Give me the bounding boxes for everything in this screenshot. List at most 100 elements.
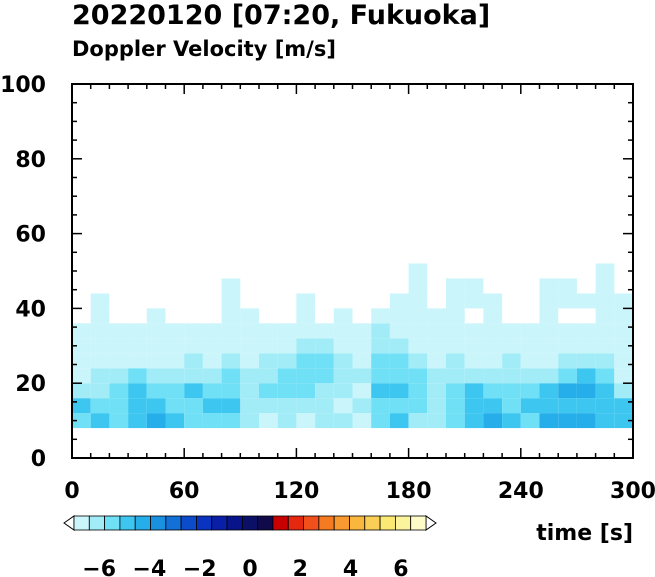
heatmap-cell — [371, 413, 390, 429]
heatmap-cells — [72, 263, 633, 429]
heatmap-cell — [221, 368, 241, 384]
heatmap-cell — [277, 398, 297, 414]
heatmap-cell — [221, 308, 241, 324]
heatmap-cell — [109, 368, 129, 384]
heatmap-cell — [576, 323, 596, 339]
heatmap-cell — [502, 413, 521, 429]
heatmap-cell — [539, 353, 559, 369]
colorbar-swatch — [364, 515, 381, 531]
y-tick-label: 60 — [15, 223, 46, 248]
heatmap-cell — [595, 263, 615, 279]
heatmap-cell — [109, 323, 129, 339]
colorbar-tick-label: −6 — [82, 557, 116, 577]
heatmap-cell — [520, 413, 540, 429]
heatmap-cell — [614, 293, 633, 309]
heatmap-cell — [539, 368, 559, 384]
heatmap-cell — [184, 353, 203, 369]
heatmap-cell — [296, 323, 316, 339]
heatmap-cell — [221, 323, 241, 339]
heatmap-cell — [109, 338, 129, 354]
heatmap-cell — [240, 398, 259, 414]
heatmap-cell — [202, 413, 222, 429]
colorbar-swatch — [165, 515, 182, 531]
colorbar-swatch — [318, 515, 335, 531]
colorbar-swatch — [226, 515, 243, 531]
heatmap-cell — [240, 368, 259, 384]
heatmap-cell — [72, 398, 91, 414]
heatmap-cell — [614, 398, 633, 414]
heatmap-cell — [315, 353, 334, 369]
heatmap-cell — [464, 323, 484, 339]
heatmap-cell — [240, 338, 259, 354]
heatmap-cell — [464, 293, 484, 309]
heatmap-cell — [371, 353, 390, 369]
heatmap-cell — [296, 338, 316, 354]
heatmap-cell — [277, 338, 297, 354]
heatmap-cell — [352, 368, 372, 384]
heatmap-cell — [539, 383, 559, 399]
heatmap-cell — [595, 293, 615, 309]
heatmap-cell — [146, 323, 166, 339]
heatmap-cell — [427, 323, 446, 339]
colorbar-tick-label: 4 — [343, 557, 358, 577]
heatmap-cell — [90, 368, 110, 384]
heatmap-cell — [184, 338, 203, 354]
heatmap-cell — [464, 338, 484, 354]
heatmap-cell — [502, 398, 521, 414]
heatmap-cell — [520, 368, 540, 384]
heatmap-cell — [72, 413, 91, 429]
heatmap-cell — [315, 383, 334, 399]
x-tick-label: 180 — [386, 479, 432, 504]
heatmap-cell — [146, 338, 166, 354]
heatmap-cell — [595, 323, 615, 339]
y-tick-label: 100 — [0, 73, 46, 98]
heatmap-cell — [427, 353, 446, 369]
heatmap-cell — [90, 338, 110, 354]
heatmap-cell — [502, 323, 521, 339]
heatmap-cell — [539, 413, 559, 429]
heatmap-cell — [539, 278, 559, 294]
heatmap-cell — [221, 293, 241, 309]
heatmap-cell — [576, 368, 596, 384]
heatmap-cell — [446, 293, 465, 309]
heatmap-cell — [427, 308, 446, 324]
heatmap-cell — [128, 383, 147, 399]
heatmap-cell — [352, 323, 372, 339]
y-tick-labels: 0 20 40 60 80 100 — [0, 73, 46, 472]
heatmap-cell — [371, 368, 390, 384]
heatmap-cell — [128, 353, 147, 369]
heatmap-cell — [408, 293, 428, 309]
heatmap-cell — [502, 338, 521, 354]
heatmap-cell — [520, 338, 540, 354]
heatmap-cell — [352, 398, 372, 414]
heatmap-cell — [483, 368, 503, 384]
heatmap-cell — [539, 308, 559, 324]
heatmap-cell — [502, 353, 521, 369]
heatmap-cell — [614, 368, 633, 384]
heatmap-cell — [90, 353, 110, 369]
heatmap-cell — [371, 338, 390, 354]
heatmap-cell — [576, 338, 596, 354]
colorbar-swatch — [104, 515, 121, 531]
heatmap-cell — [464, 353, 484, 369]
heatmap-cell — [72, 383, 91, 399]
colorbar-swatch — [134, 515, 151, 531]
colorbar-swatch — [119, 515, 136, 531]
heatmap-cell — [502, 368, 521, 384]
heatmap-cell — [240, 353, 259, 369]
heatmap-cell — [90, 308, 110, 324]
heatmap-cell — [202, 383, 222, 399]
heatmap-cell — [389, 413, 409, 429]
heatmap-cell — [146, 368, 166, 384]
heatmap-cell — [277, 323, 297, 339]
heatmap-cell — [165, 368, 185, 384]
heatmap-cell — [595, 413, 615, 429]
heatmap-cell — [333, 413, 353, 429]
heatmap-cell — [483, 353, 503, 369]
heatmap-cell — [408, 338, 428, 354]
heatmap-cell — [614, 383, 633, 399]
heatmap-cell — [296, 413, 316, 429]
heatmap-cell — [614, 353, 633, 369]
heatmap-cell — [539, 323, 559, 339]
heatmap-cell — [259, 338, 278, 354]
